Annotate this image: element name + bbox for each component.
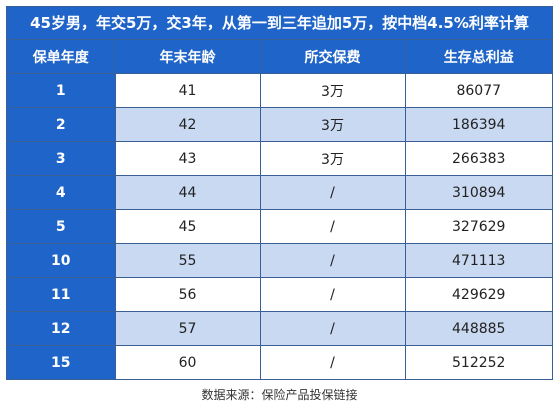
premium-cell: / [259, 209, 406, 244]
age-cell: 44 [114, 175, 261, 210]
policy-year-cell: 15 [7, 345, 116, 379]
benefit-cell: 429629 [404, 277, 552, 312]
policy-year-cell: 2 [7, 107, 116, 142]
age-cell: 41 [114, 73, 261, 108]
policy-year-cell: 3 [7, 141, 116, 176]
age-cell: 45 [114, 209, 261, 244]
benefit-cell: 86077 [404, 73, 552, 108]
premium-cell: / [259, 243, 406, 278]
table-row: 10 55 / 471113 [7, 243, 552, 278]
header-policy-year: 保单年度 [7, 40, 116, 74]
benefit-cell: 512252 [404, 345, 552, 379]
premium-cell: / [259, 277, 406, 312]
premium-cell: 3万 [259, 73, 406, 108]
table-row: 12 57 / 448885 [7, 311, 552, 346]
age-cell: 57 [114, 311, 261, 346]
benefit-table: 保单年度 年末年龄 所交保费 生存总利益 1 41 3万 86077 2 42 … [7, 40, 552, 379]
benefit-cell: 448885 [404, 311, 552, 346]
age-cell: 60 [114, 345, 261, 379]
policy-year-cell: 10 [7, 243, 116, 278]
table-row: 1 41 3万 86077 [7, 73, 552, 108]
table-row: 3 43 3万 266383 [7, 141, 552, 176]
benefit-cell: 186394 [404, 107, 552, 142]
header-total-benefit: 生存总利益 [404, 40, 552, 74]
table-row: 5 45 / 327629 [7, 209, 552, 244]
header-row: 保单年度 年末年龄 所交保费 生存总利益 [7, 40, 552, 74]
table-row: 2 42 3万 186394 [7, 107, 552, 142]
benefit-cell: 471113 [404, 243, 552, 278]
policy-year-cell: 5 [7, 209, 116, 244]
policy-year-cell: 4 [7, 175, 116, 210]
premium-cell: 3万 [259, 141, 406, 176]
header-premium: 所交保费 [259, 40, 406, 74]
premium-cell: / [259, 175, 406, 210]
policy-year-cell: 11 [7, 277, 116, 312]
age-cell: 42 [114, 107, 261, 142]
table-row: 15 60 / 512252 [7, 345, 552, 379]
policy-year-cell: 1 [7, 73, 116, 108]
data-source-note: 数据来源：保险产品投保链接 [201, 388, 358, 402]
premium-cell: / [259, 311, 406, 346]
header-age: 年末年龄 [114, 40, 261, 74]
benefit-cell: 266383 [404, 141, 552, 176]
policy-year-cell: 12 [7, 311, 116, 346]
benefit-cell: 327629 [404, 209, 552, 244]
table-row: 11 56 / 429629 [7, 277, 552, 312]
age-cell: 43 [114, 141, 261, 176]
age-cell: 55 [114, 243, 261, 278]
age-cell: 56 [114, 277, 261, 312]
table-title: 45岁男，年交5万，交3年，从第一到三年追加5万，按中档4.5%利率计算 [7, 7, 552, 40]
premium-cell: / [259, 345, 406, 379]
table-row: 4 44 / 310894 [7, 175, 552, 210]
benefit-table-container: 45岁男，年交5万，交3年，从第一到三年追加5万，按中档4.5%利率计算 保单年… [6, 6, 553, 380]
premium-cell: 3万 [259, 107, 406, 142]
benefit-cell: 310894 [404, 175, 552, 210]
